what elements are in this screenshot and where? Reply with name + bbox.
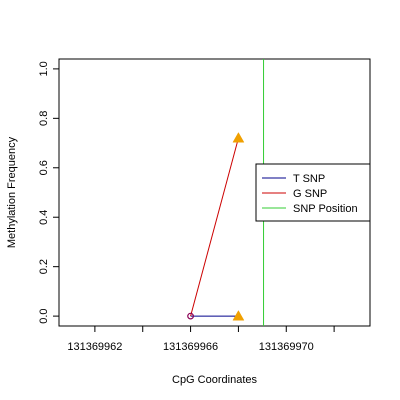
y-tick-label: 0.6 (38, 160, 50, 175)
legend-label: T SNP (293, 173, 325, 185)
y-tick-label: 0.4 (38, 210, 50, 225)
data-point-triangle (232, 310, 245, 321)
y-axis-label: Methylation Frequency (6, 136, 18, 248)
y-tick-label: 0.2 (38, 259, 50, 274)
x-tick-label: 131369966 (163, 341, 218, 353)
series-line-g-snp (190, 137, 239, 317)
legend: T SNP G SNP SNP Position (255, 163, 371, 222)
legend-box (255, 163, 371, 222)
legend-label: SNP Position (293, 203, 358, 215)
legend-label: G SNP (293, 188, 327, 200)
y-tick-label: 0.8 (38, 111, 50, 126)
marker-layer (187, 132, 245, 321)
y-tick-label: 1.0 (38, 61, 50, 76)
y-axis: 0.0 0.2 0.4 0.6 0.8 1.0 (38, 61, 60, 324)
data-point-triangle (232, 132, 245, 143)
data-point-circle (187, 312, 194, 320)
x-axis: 131369962 131369966 131369970 (67, 325, 335, 353)
series-layer (190, 59, 265, 326)
x-axis-label: CpG Coordinates (172, 374, 257, 386)
x-tick-label: 131369970 (259, 341, 314, 353)
y-tick-label: 0.0 (38, 308, 50, 323)
x-tick-label: 131369962 (67, 341, 122, 353)
